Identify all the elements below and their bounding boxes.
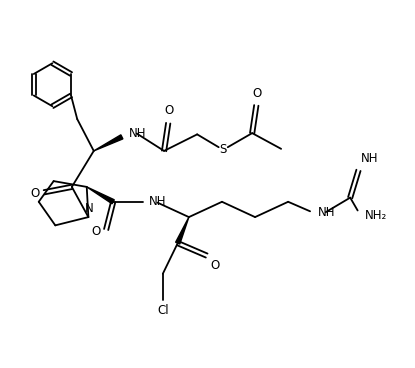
Text: NH: NH [361, 152, 378, 165]
Text: NH: NH [149, 195, 167, 208]
Polygon shape [94, 135, 123, 151]
Text: NH₂: NH₂ [365, 209, 387, 222]
Text: NH: NH [317, 206, 335, 219]
Text: O: O [91, 224, 100, 238]
Text: N: N [85, 202, 93, 215]
Polygon shape [176, 217, 189, 244]
Text: O: O [252, 86, 262, 100]
Text: NH: NH [129, 127, 146, 141]
Text: O: O [164, 105, 173, 117]
Text: O: O [30, 187, 39, 199]
Text: O: O [210, 259, 219, 272]
Polygon shape [87, 187, 114, 204]
Text: Cl: Cl [157, 304, 168, 316]
Text: S: S [220, 143, 227, 156]
